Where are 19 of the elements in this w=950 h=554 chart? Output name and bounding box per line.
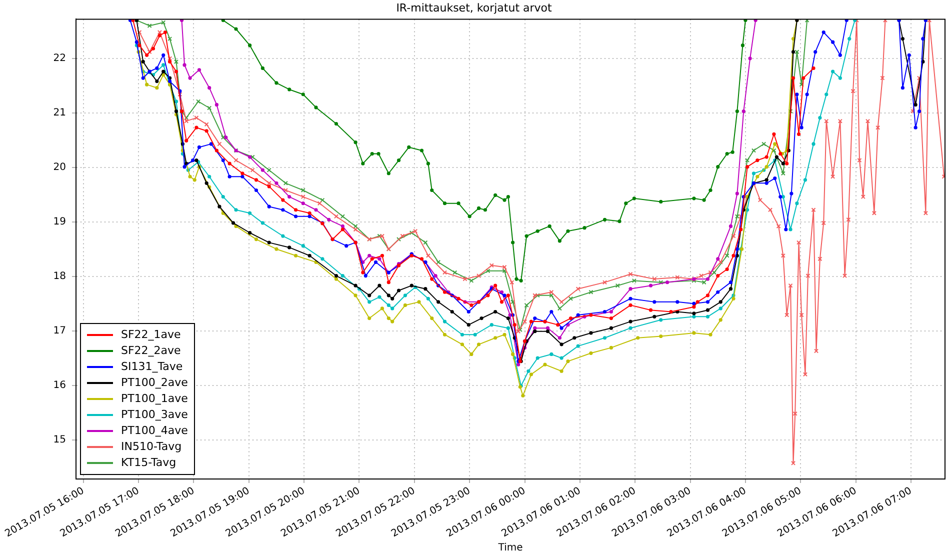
legend-label: PT100_1ave	[121, 390, 188, 407]
x-axis-title: Time	[497, 542, 523, 554]
legend-label: PT100_4ave	[121, 422, 188, 439]
y-tick-label: 22	[53, 53, 66, 64]
y-tick-label: 16	[53, 380, 66, 391]
legend-label: KT15-Tavg	[121, 454, 176, 471]
legend-label: IN510-Tavg	[121, 438, 182, 455]
legend-label: SI131_Tave	[121, 358, 183, 375]
legend-label: SF22_1ave	[121, 326, 181, 343]
y-tick-label: 19	[53, 216, 66, 228]
y-tick-label: 17	[53, 325, 66, 336]
y-tick-label: 15	[53, 434, 66, 446]
legend-label: SF22_2ave	[121, 342, 181, 359]
chart-title: IR-mittaukset, korjatut arvot	[396, 1, 552, 14]
legend-label: PT100_2ave	[121, 374, 188, 391]
y-tick-label: 20	[53, 162, 66, 173]
legend-label: PT100_3ave	[121, 406, 188, 423]
y-tick-label: 21	[53, 107, 66, 118]
y-tick-label: 18	[53, 270, 66, 282]
